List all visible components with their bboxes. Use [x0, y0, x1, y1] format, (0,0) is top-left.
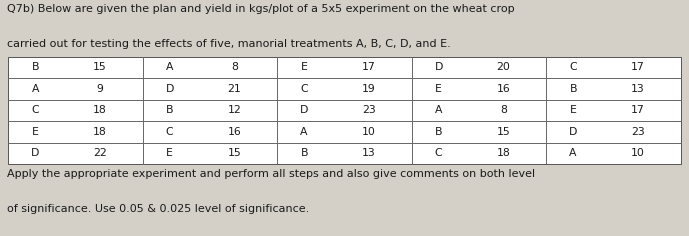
Text: 10: 10 — [362, 127, 376, 137]
Text: E: E — [32, 127, 39, 137]
Text: 23: 23 — [362, 105, 376, 115]
Text: E: E — [570, 105, 577, 115]
Text: B: B — [300, 148, 308, 158]
Text: 18: 18 — [496, 148, 510, 158]
Text: B: B — [166, 105, 174, 115]
Text: B: B — [435, 127, 442, 137]
Text: E: E — [166, 148, 173, 158]
Text: 17: 17 — [362, 62, 376, 72]
Text: 23: 23 — [631, 127, 645, 137]
Text: 9: 9 — [96, 84, 103, 94]
Text: 16: 16 — [227, 127, 241, 137]
Text: A: A — [166, 62, 174, 72]
Bar — [8, 57, 681, 164]
Text: A: A — [435, 105, 442, 115]
Text: B: B — [32, 62, 39, 72]
Text: E: E — [300, 62, 307, 72]
Text: 13: 13 — [631, 84, 645, 94]
Text: E: E — [435, 84, 442, 94]
Text: C: C — [569, 62, 577, 72]
Text: D: D — [569, 127, 577, 137]
Text: 16: 16 — [496, 84, 510, 94]
Text: C: C — [166, 127, 174, 137]
Text: 12: 12 — [227, 105, 241, 115]
Text: 18: 18 — [93, 127, 107, 137]
Text: 8: 8 — [500, 105, 506, 115]
Text: 10: 10 — [630, 148, 645, 158]
Text: carried out for testing the effects of five, manorial treatments A, B, C, D, and: carried out for testing the effects of f… — [7, 39, 451, 49]
Text: Q7b) Below are given the plan and yield in kgs/plot of a 5x5 experiment on the w: Q7b) Below are given the plan and yield … — [7, 4, 515, 13]
Text: D: D — [300, 105, 309, 115]
Text: 19: 19 — [362, 84, 376, 94]
Text: A: A — [300, 127, 308, 137]
Text: C: C — [435, 148, 442, 158]
Text: 13: 13 — [362, 148, 376, 158]
Text: 20: 20 — [496, 62, 510, 72]
Text: B: B — [569, 84, 577, 94]
Text: D: D — [31, 148, 39, 158]
Text: 15: 15 — [227, 148, 241, 158]
Text: C: C — [32, 105, 39, 115]
Text: 21: 21 — [227, 84, 241, 94]
Text: 17: 17 — [631, 62, 645, 72]
Text: A: A — [32, 84, 39, 94]
Text: 8: 8 — [231, 62, 238, 72]
Text: A: A — [569, 148, 577, 158]
Text: of significance. Use 0.05 & 0.025 level of significance.: of significance. Use 0.05 & 0.025 level … — [7, 204, 309, 214]
Text: 17: 17 — [631, 105, 645, 115]
Text: 22: 22 — [93, 148, 107, 158]
Text: 18: 18 — [93, 105, 107, 115]
Text: Apply the appropriate experiment and perform all steps and also give comments on: Apply the appropriate experiment and per… — [7, 169, 535, 179]
Text: 15: 15 — [496, 127, 510, 137]
Text: D: D — [435, 62, 443, 72]
Text: D: D — [165, 84, 174, 94]
Text: C: C — [300, 84, 308, 94]
Text: 15: 15 — [93, 62, 107, 72]
